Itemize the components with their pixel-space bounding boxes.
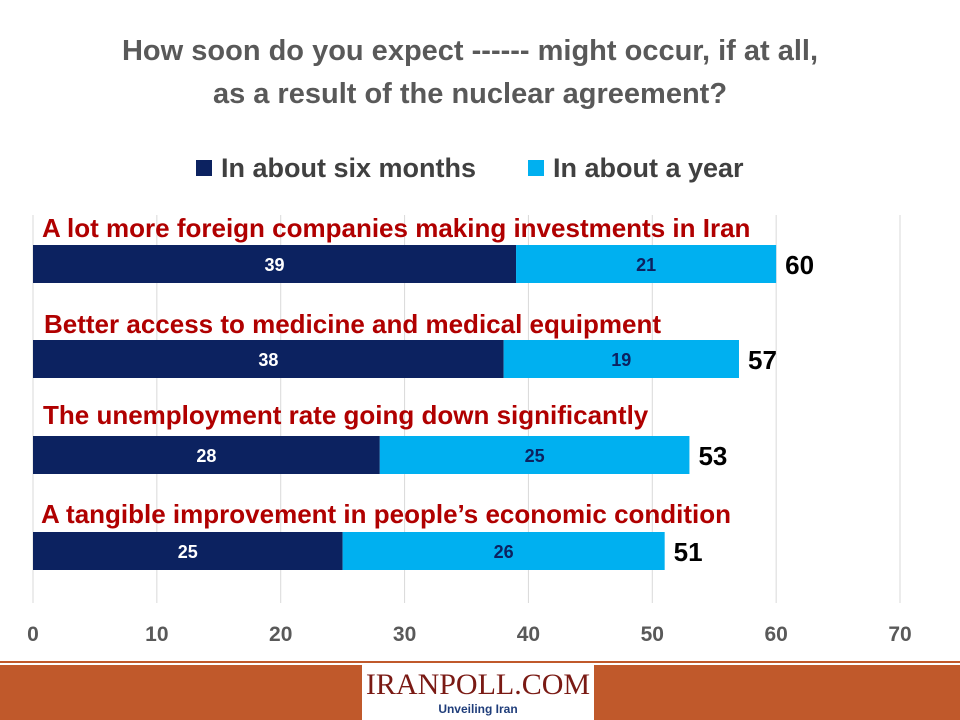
data-label: 25 [178, 542, 198, 562]
category-label: A tangible improvement in people’s econo… [41, 499, 731, 529]
bar-segment [379, 436, 690, 474]
data-label: 28 [196, 446, 216, 466]
bar-segment [503, 340, 739, 378]
logo-tagline: Unveiling Iran [438, 702, 518, 716]
bar-segment [33, 532, 343, 570]
total-label: 53 [698, 441, 727, 471]
x-tick-label: 10 [145, 623, 168, 646]
x-tick-label: 70 [888, 623, 911, 646]
bar-segment [516, 245, 777, 283]
legend-label-six-months: In about six months [221, 153, 477, 183]
x-tick-label: 20 [269, 623, 292, 646]
x-tick-label: 0 [27, 623, 39, 646]
legend-item-a-year: In about a year [528, 153, 744, 184]
data-label: 21 [636, 255, 656, 275]
data-label: 25 [525, 446, 545, 466]
bar-segment [33, 245, 517, 283]
category-label: The unemployment rate going down signifi… [43, 400, 649, 430]
chart-title: How soon do you expect ------ might occu… [121, 35, 819, 110]
x-tick-label: 60 [764, 623, 787, 646]
x-tick-label: 40 [517, 623, 540, 646]
bar-chart: 0 10 20 30 40 50 60 70 A lot more foreign compan… [27, 213, 912, 646]
total-label: 60 [785, 250, 814, 280]
bar-segment [33, 436, 380, 474]
total-label: 51 [674, 537, 703, 567]
legend-swatch-six-months [196, 159, 212, 176]
chart-legend: In about six months In about a year [0, 153, 960, 187]
category-label: A lot more foreign companies making inve… [42, 213, 750, 243]
logo-name: IRANPOLL.COM [365, 668, 591, 701]
data-label: 26 [494, 542, 514, 562]
category-label: Better access to medicine and medical eq… [44, 309, 661, 339]
footer-divider [0, 661, 960, 663]
legend-swatch-a-year [528, 159, 544, 176]
data-label: 19 [611, 350, 631, 370]
data-label: 38 [258, 350, 278, 370]
legend-label-a-year: In about a year [553, 153, 744, 183]
iranpoll-logo: IRANPOLL.COM Unveiling Iran [362, 665, 594, 720]
total-label: 57 [748, 345, 777, 375]
bar-segment [342, 532, 665, 570]
x-tick-label: 50 [641, 623, 664, 646]
data-label: 39 [265, 255, 285, 275]
x-tick-label: 30 [393, 623, 416, 646]
legend-item-six-months: In about six months [196, 153, 476, 184]
bar-segment [33, 340, 504, 378]
